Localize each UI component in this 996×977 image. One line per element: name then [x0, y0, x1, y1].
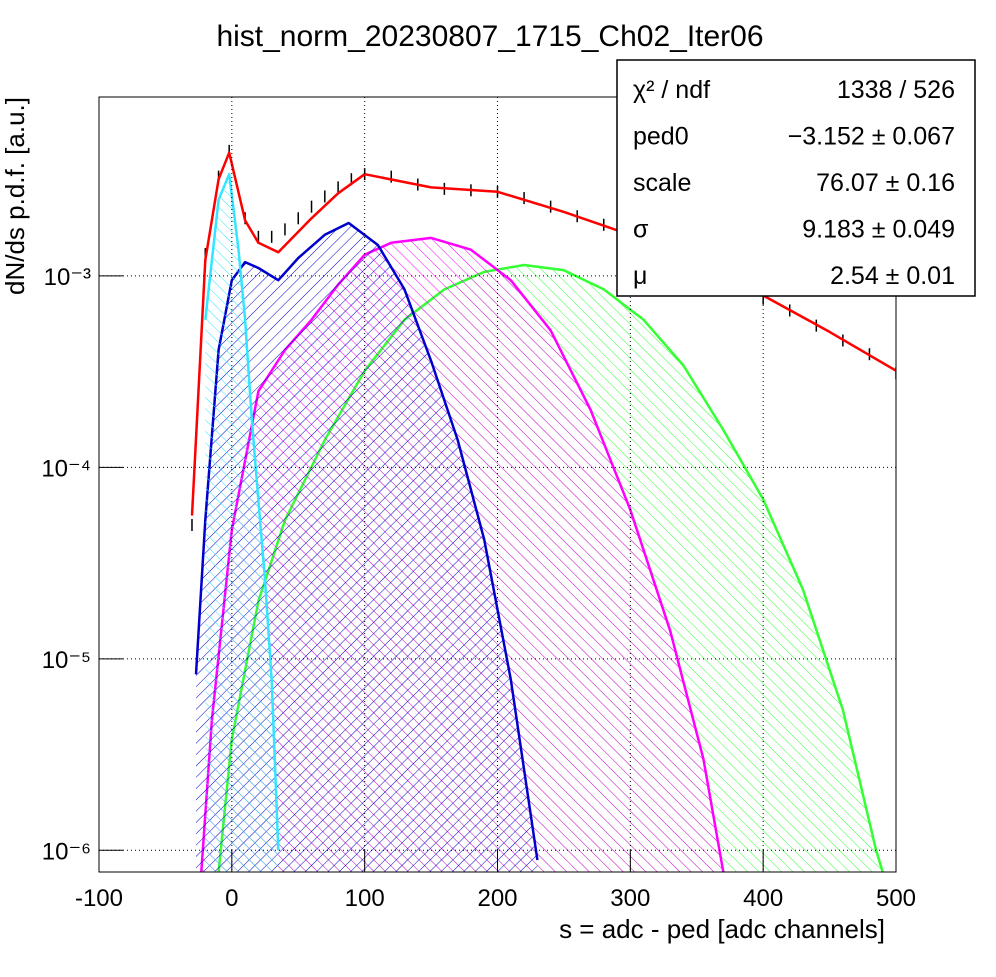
plot-area	[190, 144, 896, 872]
stats-label: μ	[633, 262, 647, 290]
x-axis-label: s = adc - ped [adc channels]	[559, 914, 885, 944]
x-tick-label: 100	[345, 885, 385, 912]
stats-label: ped0	[633, 123, 689, 151]
stats-label: χ² / ndf	[633, 76, 710, 104]
stats-value: 1338 / 526	[837, 76, 955, 104]
x-tick-label: 500	[876, 885, 916, 912]
stats-value: −3.152 ± 0.067	[788, 123, 955, 151]
chart-title: hist_norm_20230807_1715_Ch02_Iter06	[216, 20, 763, 53]
curve-area	[196, 223, 538, 872]
y-tick-label: 10⁻⁴	[41, 455, 91, 482]
curve	[204, 172, 280, 851]
stats-value: 9.183 ± 0.049	[802, 216, 955, 244]
axes: -100 0 100 200 300 400 500 10⁻⁶ 10⁻⁵ 10⁻⁴ 10⁻³ χ² /…	[41, 59, 976, 912]
y-tick-label: 10⁻³	[44, 264, 91, 291]
x-tick-label: 0	[225, 885, 238, 912]
frame	[98, 96, 897, 873]
x-tick-label: -100	[75, 885, 123, 912]
curve-area	[205, 174, 279, 872]
stats-value: 2.54 ± 0.01	[830, 262, 955, 290]
y-axis-label: dN/ds p.d.f. [a.u.]	[0, 97, 30, 295]
stats-label: σ	[633, 216, 649, 244]
y-tick-label: 10⁻⁶	[42, 838, 91, 865]
x-tick-label: 200	[477, 885, 517, 912]
x-tick-label: 300	[610, 885, 650, 912]
stats-value: 76.07 ± 0.16	[816, 169, 955, 197]
stats-label: scale	[633, 169, 691, 197]
x-tick-label: 400	[743, 885, 783, 912]
stats-box	[616, 59, 976, 297]
y-tick-label: 10⁻⁵	[42, 647, 91, 674]
